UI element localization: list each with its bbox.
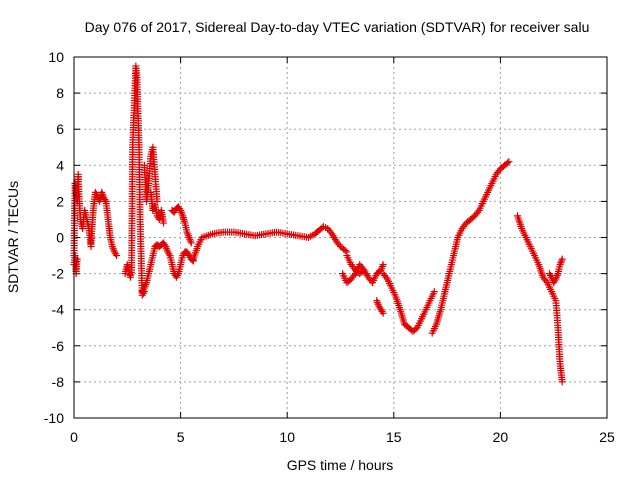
x-tick-label: 25	[599, 429, 615, 445]
y-axis-label: SDTVAR / TECUs	[5, 181, 21, 293]
x-tick-label: 10	[279, 429, 295, 445]
y-tick-label: 4	[56, 157, 64, 173]
series-seg7	[147, 188, 168, 227]
series-seg6	[138, 239, 197, 296]
series-seg14	[428, 158, 513, 337]
x-tick-label: 5	[177, 429, 185, 445]
series-seg3	[87, 188, 121, 260]
y-tick-label: 2	[56, 193, 64, 209]
x-axis-label: GPS time / hours	[287, 457, 394, 473]
data-point	[187, 239, 195, 247]
data-point	[160, 219, 168, 227]
data-point	[557, 259, 565, 267]
y-tick-label: 10	[48, 49, 64, 65]
series-seg5	[140, 143, 161, 205]
y-tick-label: -2	[52, 266, 65, 282]
data-point	[113, 252, 121, 260]
data-point	[360, 266, 368, 274]
series-seg8	[168, 203, 195, 247]
data-point	[430, 288, 438, 296]
series-seg11	[339, 261, 368, 287]
data-layer	[70, 62, 566, 386]
data-point	[504, 159, 512, 167]
y-tick-label: -6	[52, 338, 65, 354]
data-point	[341, 247, 349, 255]
data-point	[558, 378, 566, 386]
x-tick-label: 20	[493, 429, 509, 445]
y-tick-label: 6	[56, 121, 64, 137]
data-point	[379, 309, 387, 317]
series-seg2	[70, 252, 81, 278]
data-point	[558, 255, 566, 263]
y-tick-label: -8	[52, 374, 65, 390]
data-point	[379, 261, 387, 269]
x-tick-label: 0	[70, 429, 78, 445]
series-seg12	[373, 297, 387, 317]
y-tick-label: -10	[44, 410, 64, 426]
data-point	[73, 255, 81, 263]
y-tick-label: -4	[52, 302, 65, 318]
data-point	[505, 158, 513, 166]
chart-title: Day 076 of 2017, Sidereal Day-to-day VTE…	[85, 19, 590, 35]
series-seg13	[379, 270, 438, 335]
x-tick-label: 15	[386, 429, 402, 445]
series-seg9	[189, 223, 351, 263]
y-tick-label: 0	[56, 230, 64, 246]
plot-frame	[73, 56, 608, 419]
series-seg4	[121, 62, 148, 299]
series-seg15	[513, 212, 566, 386]
series-seg16	[545, 255, 566, 287]
y-tick-label: 8	[56, 85, 64, 101]
